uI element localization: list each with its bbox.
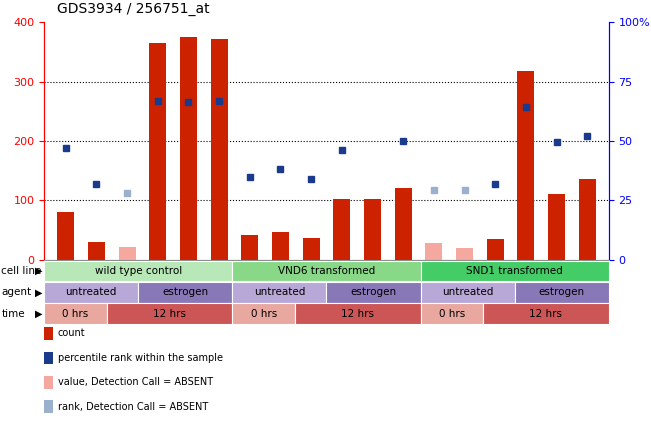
Text: 0 hrs: 0 hrs <box>62 309 89 319</box>
Bar <box>333 199 350 260</box>
Text: rank, Detection Call = ABSENT: rank, Detection Call = ABSENT <box>58 402 208 412</box>
Text: cell line: cell line <box>1 266 42 276</box>
Text: estrogen: estrogen <box>538 287 585 297</box>
Text: ▶: ▶ <box>35 287 43 297</box>
Bar <box>88 242 105 260</box>
Text: SND1 transformed: SND1 transformed <box>466 266 563 276</box>
Bar <box>456 248 473 260</box>
Text: 0 hrs: 0 hrs <box>439 309 465 319</box>
Text: estrogen: estrogen <box>162 287 208 297</box>
Bar <box>364 199 381 260</box>
Text: ▶: ▶ <box>35 309 43 319</box>
Bar <box>425 243 442 260</box>
Text: percentile rank within the sample: percentile rank within the sample <box>58 353 223 363</box>
Text: agent: agent <box>1 287 31 297</box>
Bar <box>487 239 504 260</box>
Text: GDS3934 / 256751_at: GDS3934 / 256751_at <box>57 1 210 16</box>
Text: VND6 transformed: VND6 transformed <box>278 266 375 276</box>
Text: time: time <box>1 309 25 319</box>
Bar <box>272 232 289 260</box>
Text: value, Detection Call = ABSENT: value, Detection Call = ABSENT <box>58 377 213 387</box>
Bar <box>242 235 258 260</box>
Bar <box>518 71 534 260</box>
Text: untreated: untreated <box>254 287 305 297</box>
Text: untreated: untreated <box>66 287 117 297</box>
Text: estrogen: estrogen <box>350 287 396 297</box>
Text: wild type control: wild type control <box>94 266 182 276</box>
Bar <box>211 39 228 260</box>
Bar <box>57 212 74 260</box>
Text: untreated: untreated <box>442 287 493 297</box>
Text: 12 hrs: 12 hrs <box>341 309 374 319</box>
Text: 12 hrs: 12 hrs <box>153 309 186 319</box>
Bar <box>303 238 320 260</box>
Bar <box>548 194 565 260</box>
Bar <box>395 189 411 260</box>
Bar <box>579 179 596 260</box>
Text: 0 hrs: 0 hrs <box>251 309 277 319</box>
Text: count: count <box>58 329 85 338</box>
Bar <box>118 247 135 260</box>
Text: 12 hrs: 12 hrs <box>529 309 562 319</box>
Bar <box>149 43 166 260</box>
Text: ▶: ▶ <box>35 266 43 276</box>
Bar <box>180 37 197 260</box>
